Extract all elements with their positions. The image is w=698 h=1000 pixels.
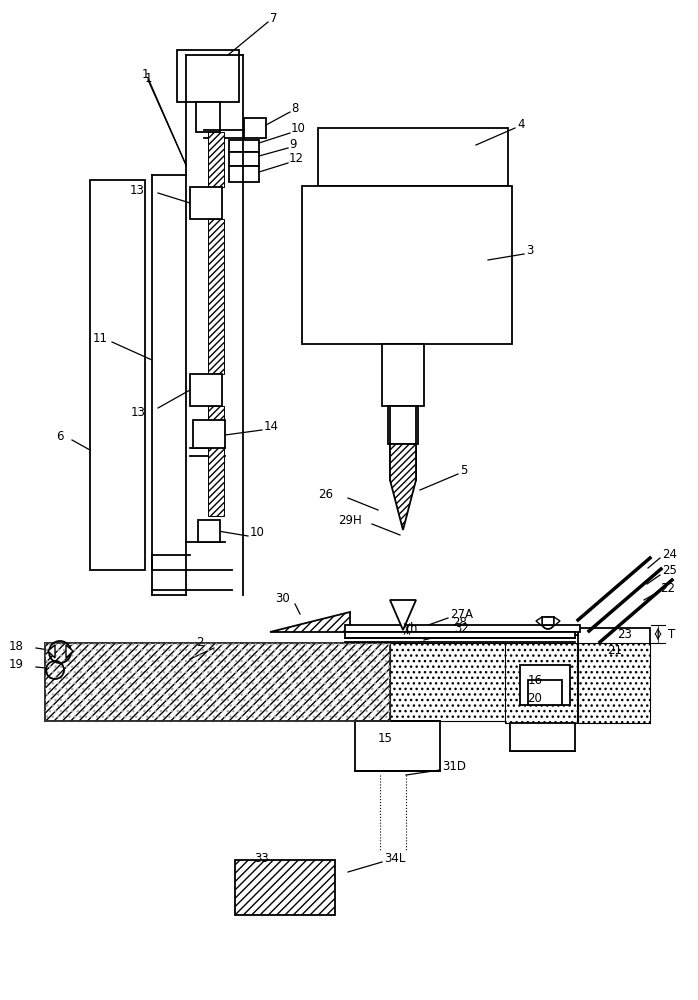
Bar bbox=[177, 50, 239, 102]
Bar bbox=[388, 406, 418, 444]
Text: 11: 11 bbox=[93, 332, 107, 344]
Text: 8: 8 bbox=[291, 102, 298, 114]
Text: 16: 16 bbox=[528, 674, 542, 686]
Text: T: T bbox=[668, 628, 675, 641]
Bar bbox=[198, 520, 220, 542]
Text: 21: 21 bbox=[607, 644, 623, 656]
Text: 7: 7 bbox=[270, 11, 278, 24]
Bar bbox=[235, 860, 335, 915]
Bar bbox=[229, 166, 259, 182]
Text: 5: 5 bbox=[460, 464, 468, 477]
Bar bbox=[542, 617, 554, 625]
Text: 13: 13 bbox=[131, 406, 145, 418]
Text: 10: 10 bbox=[250, 526, 265, 540]
Bar bbox=[190, 374, 222, 406]
Bar bbox=[45, 643, 390, 721]
Text: 1: 1 bbox=[144, 72, 151, 85]
Text: 31D: 31D bbox=[442, 760, 466, 774]
Polygon shape bbox=[390, 444, 416, 530]
Polygon shape bbox=[390, 600, 416, 630]
Text: 13: 13 bbox=[130, 184, 144, 196]
Bar bbox=[229, 152, 259, 166]
Bar bbox=[345, 625, 580, 632]
Text: 12: 12 bbox=[289, 152, 304, 165]
Bar bbox=[345, 632, 575, 638]
Text: 15: 15 bbox=[378, 732, 392, 744]
Text: 33: 33 bbox=[255, 852, 269, 864]
Text: 28: 28 bbox=[452, 615, 467, 629]
Text: 26: 26 bbox=[318, 488, 334, 500]
Text: 22: 22 bbox=[660, 582, 675, 594]
Text: 4: 4 bbox=[517, 117, 524, 130]
Bar bbox=[229, 140, 259, 152]
Text: 18: 18 bbox=[8, 640, 24, 652]
Bar bbox=[355, 721, 440, 771]
Bar bbox=[196, 102, 220, 132]
Bar bbox=[208, 219, 224, 374]
Bar bbox=[244, 118, 266, 138]
Polygon shape bbox=[48, 645, 55, 658]
Polygon shape bbox=[66, 645, 73, 658]
Bar bbox=[578, 628, 650, 723]
Polygon shape bbox=[554, 617, 560, 626]
Text: 19: 19 bbox=[8, 658, 24, 670]
Text: 20: 20 bbox=[528, 692, 542, 704]
Bar bbox=[382, 344, 424, 406]
Bar bbox=[302, 186, 512, 344]
Bar bbox=[90, 180, 145, 570]
Bar bbox=[528, 680, 562, 705]
Polygon shape bbox=[270, 612, 350, 632]
Bar bbox=[190, 187, 222, 219]
Text: 24: 24 bbox=[662, 548, 677, 560]
Text: 10: 10 bbox=[291, 122, 306, 135]
Bar bbox=[510, 723, 575, 751]
Text: 25: 25 bbox=[662, 564, 677, 578]
Bar bbox=[318, 128, 508, 186]
Text: 27A: 27A bbox=[450, 607, 473, 620]
Text: 23: 23 bbox=[618, 628, 632, 641]
Text: 32: 32 bbox=[454, 622, 469, 636]
Bar bbox=[193, 420, 225, 448]
Text: 34L: 34L bbox=[384, 852, 406, 864]
Bar bbox=[208, 406, 224, 516]
Text: 30: 30 bbox=[276, 591, 290, 604]
Text: 3: 3 bbox=[526, 243, 533, 256]
Text: h: h bbox=[410, 622, 417, 636]
Text: 2: 2 bbox=[196, 637, 204, 650]
Bar bbox=[578, 643, 650, 723]
Bar bbox=[45, 643, 390, 721]
Text: 6: 6 bbox=[57, 430, 64, 442]
Text: 1: 1 bbox=[141, 68, 149, 82]
Text: 14: 14 bbox=[264, 420, 279, 434]
Bar bbox=[208, 132, 224, 187]
Text: 9: 9 bbox=[289, 137, 297, 150]
Bar bbox=[390, 643, 575, 721]
Text: 29H: 29H bbox=[338, 514, 362, 526]
Bar bbox=[505, 643, 577, 723]
Polygon shape bbox=[536, 617, 542, 626]
Bar bbox=[520, 665, 570, 705]
